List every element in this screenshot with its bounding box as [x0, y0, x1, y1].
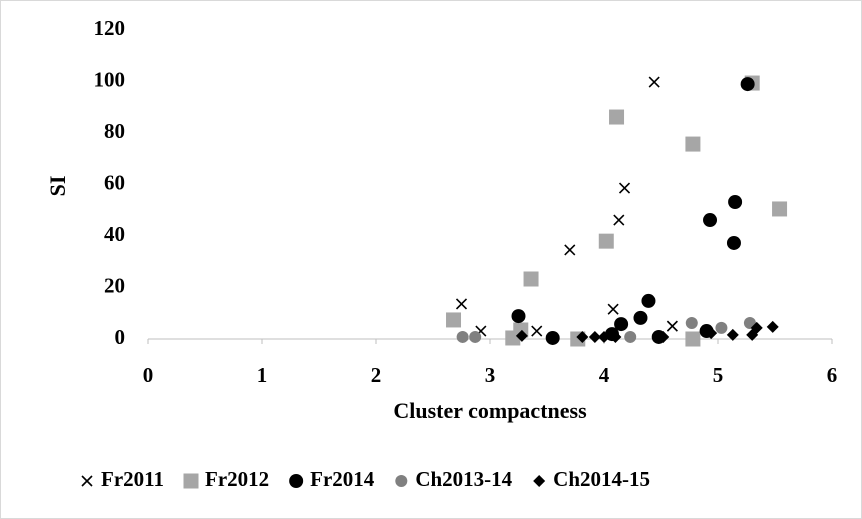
scatter-point	[576, 330, 589, 343]
scatter-point	[609, 330, 622, 343]
scatter-point	[728, 195, 743, 210]
scatter-point	[523, 271, 539, 287]
x-tick-label: 2	[371, 363, 382, 387]
scatter-point	[633, 310, 648, 325]
scatter-point	[705, 327, 718, 340]
scatter-point	[685, 331, 701, 347]
scatter-point	[726, 235, 741, 250]
y-tick-label: 40	[104, 222, 125, 246]
legend-label: Ch2013-14	[415, 467, 512, 491]
legend-label: Ch2014-15	[553, 467, 650, 491]
scatter-point	[598, 330, 610, 343]
legend-marker	[183, 473, 199, 489]
scatter-point	[515, 329, 528, 342]
y-tick-label: 100	[94, 67, 126, 91]
x-tick-label: 3	[485, 363, 496, 387]
scatter-point	[772, 201, 788, 217]
y-tick-label: 80	[104, 119, 125, 143]
legend-marker	[289, 474, 304, 488]
scatter-point	[609, 109, 625, 125]
scatter-point	[531, 325, 543, 337]
scatter-point	[511, 309, 526, 324]
scatter-point	[685, 317, 698, 330]
scatter-point	[740, 77, 755, 92]
x-tick-label: 1	[257, 363, 268, 387]
scatter-point	[469, 330, 482, 343]
scatter-point	[648, 76, 660, 88]
legend-marker	[395, 475, 408, 487]
legend-marker	[81, 475, 93, 487]
x-tick-label: 4	[599, 363, 610, 387]
legend-label: Fr2014	[310, 467, 375, 491]
y-tick-label: 0	[115, 325, 126, 349]
legend-marker	[533, 475, 546, 487]
scatter-point	[750, 321, 763, 334]
legend-label: Fr2011	[101, 467, 164, 491]
x-tick-label: 6	[827, 363, 838, 387]
scatter-point	[446, 312, 462, 328]
scatter-point	[613, 214, 625, 226]
scatter-point	[715, 321, 728, 334]
scatter-point	[766, 320, 779, 333]
scatter-point	[657, 330, 670, 343]
x-tick-label: 5	[713, 363, 724, 387]
scatter-point	[614, 317, 629, 332]
scatter-point	[456, 330, 469, 343]
scatter-point	[703, 213, 718, 228]
scatter-point	[726, 328, 739, 341]
x-axis-label: Cluster compactness	[393, 398, 587, 423]
scatter-point	[564, 244, 576, 256]
scatter-point	[545, 330, 560, 345]
scatter-point	[666, 320, 678, 332]
scatter-point	[624, 330, 637, 343]
scatter-point	[641, 293, 656, 308]
y-tick-label: 120	[94, 16, 126, 40]
scatter-point	[455, 298, 468, 310]
y-tick-label: 20	[104, 273, 125, 297]
x-tick-label: 0	[143, 363, 154, 387]
scatter-point	[618, 182, 631, 194]
y-tick-label: 60	[104, 170, 125, 194]
scatter-point	[598, 233, 614, 249]
scatter-point	[607, 303, 619, 315]
scatter-point	[685, 136, 701, 152]
legend-label: Fr2012	[205, 467, 269, 491]
y-axis-label: SI	[45, 176, 70, 197]
scatter-point	[588, 330, 601, 343]
